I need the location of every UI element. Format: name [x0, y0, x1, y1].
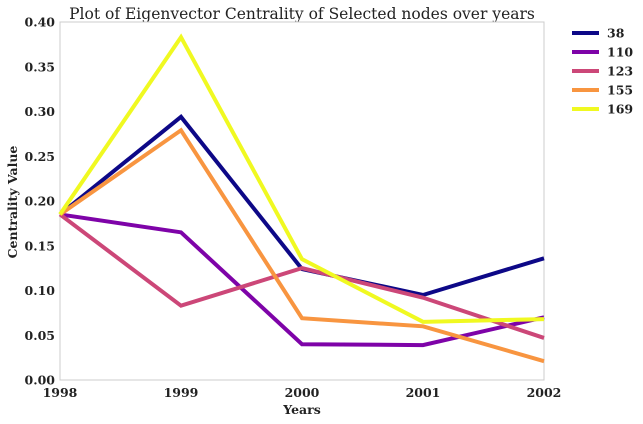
plot-area-frame	[59, 21, 545, 381]
y-axis-ticks: 0.00 0.05 0.10 0.15 0.20 0.25 0.30 0.35 0.40	[25, 15, 56, 388]
y-tick-label: 0.20	[25, 194, 56, 209]
y-tick-label: 0.00	[25, 373, 56, 388]
legend-label-169: 169	[607, 102, 633, 117]
series-line-110	[59, 212, 545, 348]
chart-title: Plot of Eigenvector Centrality of Select…	[69, 5, 535, 23]
legend-label-110: 110	[607, 45, 633, 60]
legend: 38 110 123 155 169	[572, 26, 633, 117]
series-line-123	[58, 212, 545, 340]
x-tick-label: 2002	[527, 385, 562, 400]
legend-label-123: 123	[607, 64, 633, 79]
y-tick-label: 0.25	[25, 149, 55, 164]
y-tick-label: 0.05	[25, 328, 55, 343]
legend-label-155: 155	[607, 83, 633, 98]
y-tick-label: 0.10	[25, 283, 56, 298]
series-line-169	[58, 33, 545, 324]
series-line-155	[58, 127, 545, 364]
x-tick-label: 1998	[43, 385, 78, 400]
series-lines	[58, 33, 545, 364]
y-tick-label: 0.30	[25, 104, 56, 119]
x-axis-label: Years	[282, 402, 321, 417]
y-tick-label: 0.40	[25, 15, 56, 30]
x-tick-label: 1999	[164, 385, 199, 400]
x-axis-ticks: 1998 1999 2000 2001 2002	[43, 385, 562, 400]
y-tick-label: 0.15	[25, 238, 55, 253]
legend-label-38: 38	[607, 26, 625, 41]
y-axis-label: Centrality Value	[5, 146, 20, 259]
x-tick-label: 2000	[285, 385, 320, 400]
x-tick-label: 2001	[406, 385, 441, 400]
y-tick-label: 0.35	[25, 59, 55, 74]
